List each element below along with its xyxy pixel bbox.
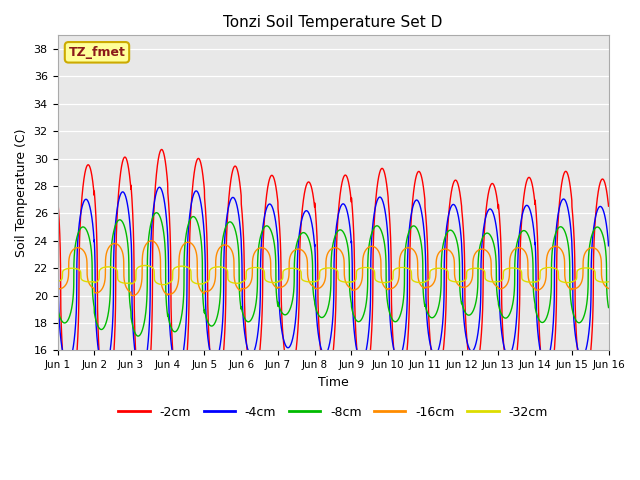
-32cm [456, 279, 464, 285]
-8cm [54, 305, 61, 311]
-4cm [456, 228, 464, 233]
-4cm [582, 348, 589, 354]
-16cm [54, 286, 61, 291]
-4cm [472, 340, 480, 346]
-8cm [456, 293, 464, 299]
-8cm [605, 305, 612, 311]
-32cm [315, 277, 323, 283]
-8cm [134, 333, 142, 339]
-2cm [456, 194, 464, 200]
-2cm [472, 370, 480, 375]
-32cm [241, 277, 249, 283]
Line: -8cm: -8cm [58, 213, 609, 336]
Legend: -2cm, -4cm, -8cm, -16cm, -32cm: -2cm, -4cm, -8cm, -16cm, -32cm [113, 401, 553, 424]
-2cm [315, 314, 323, 320]
-16cm [456, 284, 464, 289]
-8cm [582, 308, 589, 313]
-16cm [472, 250, 480, 255]
-8cm [153, 210, 161, 216]
-8cm [241, 316, 249, 322]
-2cm [140, 407, 147, 413]
-32cm [141, 263, 149, 268]
-8cm [575, 320, 582, 325]
-32cm [575, 267, 582, 273]
-16cm [575, 284, 582, 289]
-2cm [54, 194, 61, 200]
Line: -32cm: -32cm [58, 265, 609, 285]
-32cm [159, 282, 167, 288]
-2cm [241, 312, 249, 318]
-2cm [582, 380, 589, 386]
-4cm [241, 332, 249, 338]
-32cm [472, 265, 480, 271]
-2cm [158, 146, 166, 152]
Line: -2cm: -2cm [58, 149, 609, 410]
-2cm [575, 360, 582, 365]
-16cm [129, 293, 137, 299]
Y-axis label: Soil Temperature (C): Soil Temperature (C) [15, 129, 28, 257]
-16cm [148, 238, 156, 244]
-4cm [315, 332, 323, 338]
Line: -16cm: -16cm [58, 241, 609, 296]
-4cm [605, 243, 612, 249]
-4cm [575, 349, 582, 355]
Text: TZ_fmet: TZ_fmet [68, 46, 125, 59]
-4cm [156, 184, 163, 190]
-32cm [54, 278, 61, 284]
-8cm [472, 299, 480, 305]
Title: Tonzi Soil Temperature Set D: Tonzi Soil Temperature Set D [223, 15, 443, 30]
-16cm [605, 286, 612, 291]
-2cm [605, 204, 612, 209]
-16cm [315, 286, 323, 291]
-32cm [582, 265, 589, 271]
-16cm [582, 250, 589, 255]
Line: -4cm: -4cm [58, 187, 609, 374]
-4cm [137, 371, 145, 377]
-8cm [315, 312, 323, 318]
-16cm [241, 286, 249, 291]
-32cm [605, 279, 612, 285]
-4cm [54, 241, 61, 247]
X-axis label: Time: Time [317, 376, 348, 389]
